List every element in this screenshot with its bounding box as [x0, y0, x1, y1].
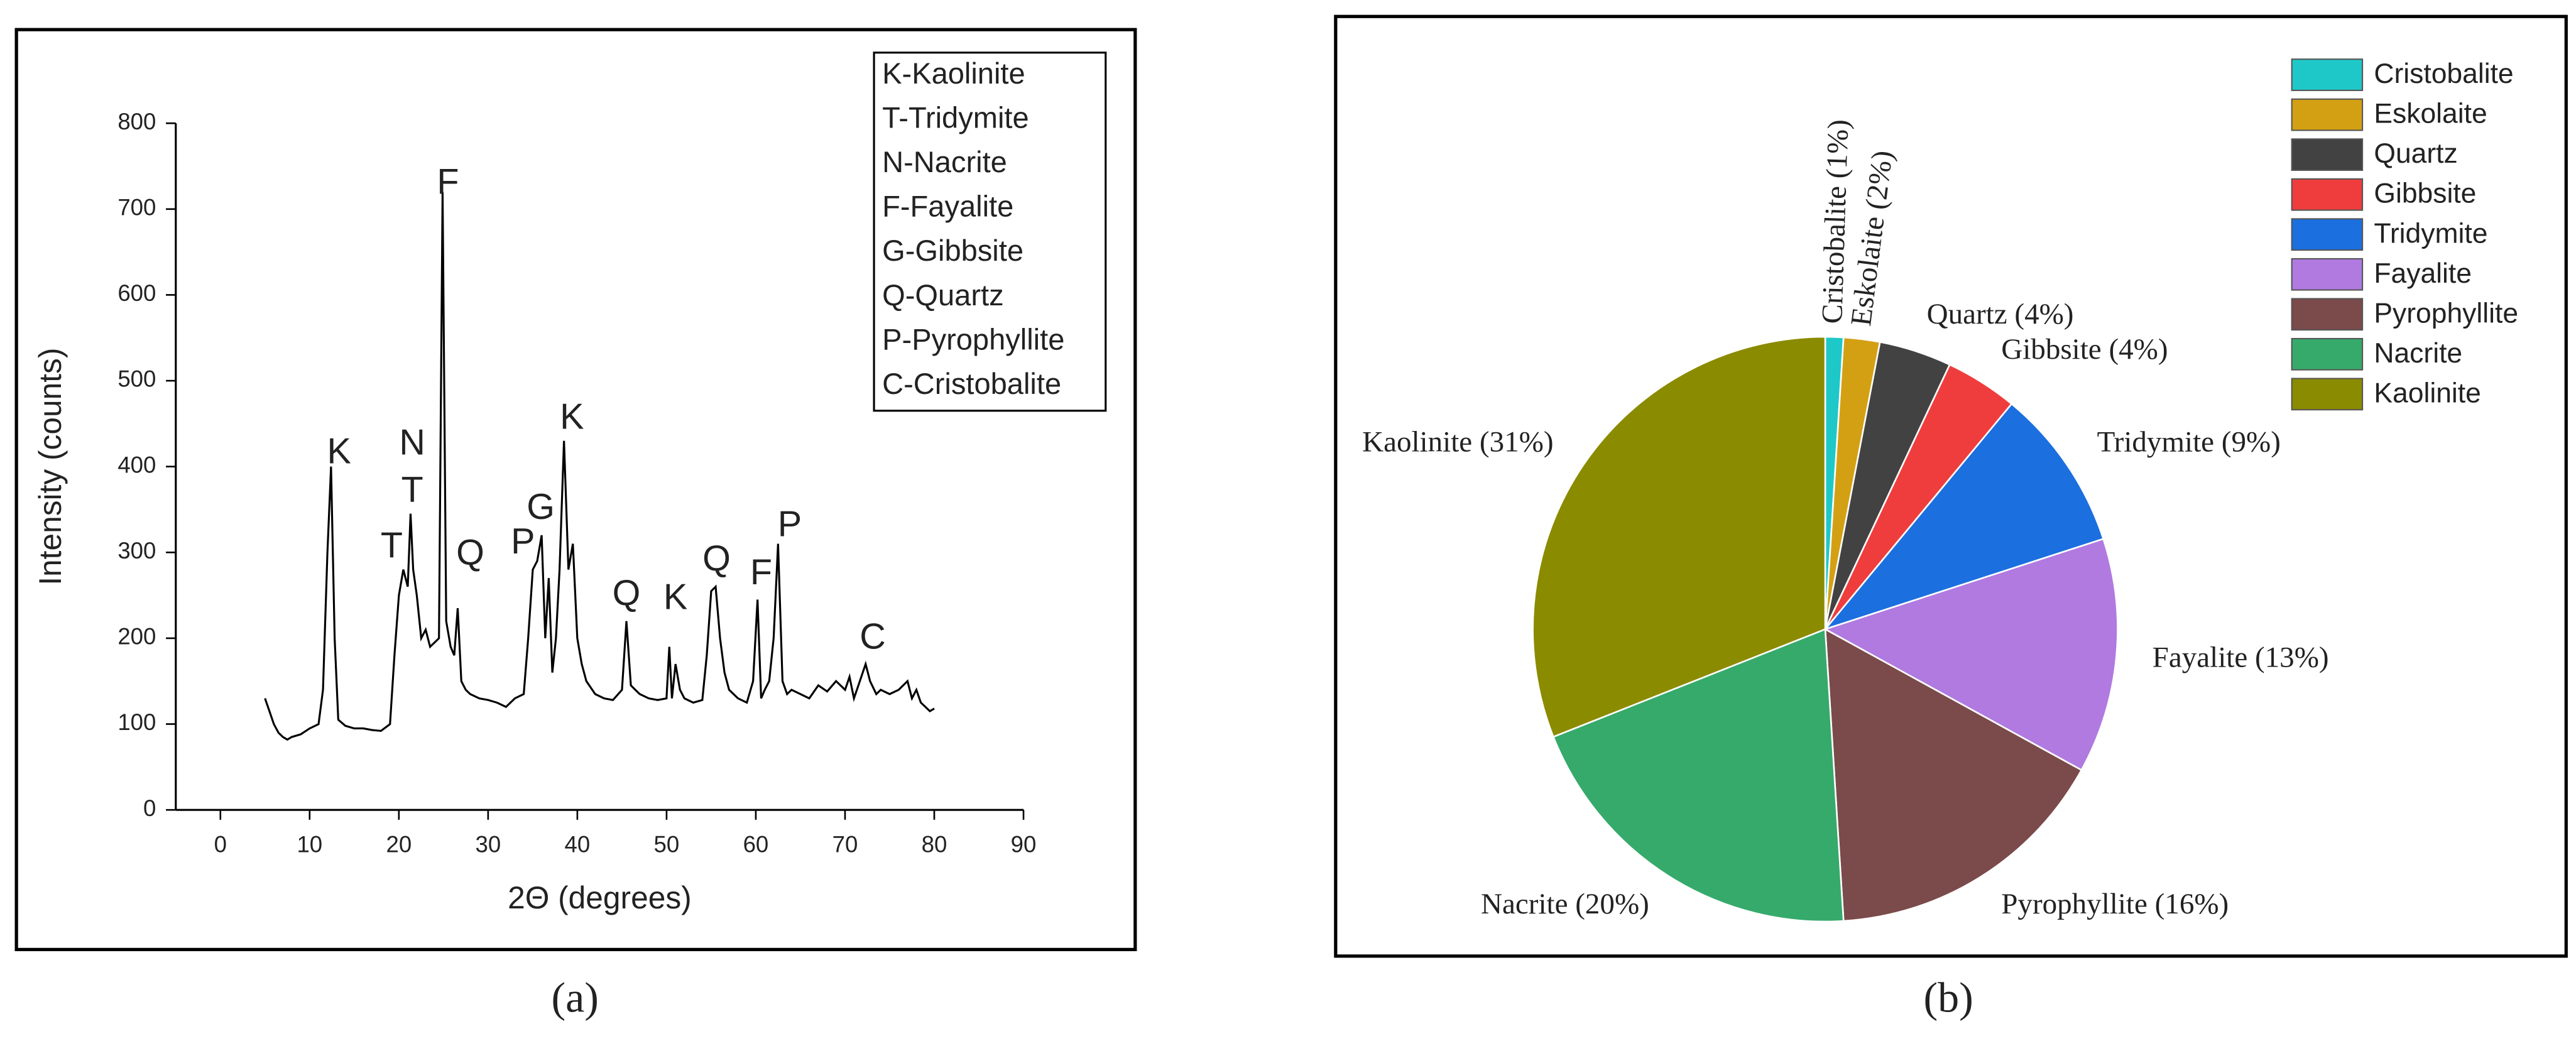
legend-swatch	[2291, 58, 2364, 91]
x-tick-label: 80	[922, 831, 947, 857]
y-tick-label: 0	[143, 795, 156, 821]
pie-slice	[1552, 628, 1845, 923]
peak-label: Q	[702, 538, 731, 579]
peak-label: T	[381, 526, 403, 566]
legend-text: F-Fayalite	[882, 190, 1013, 223]
legend-text: Fayalite	[2374, 258, 2472, 289]
pie-slice	[1824, 628, 2083, 922]
legend-swatch	[2291, 298, 2364, 331]
x-axis-label: 2Θ (degrees)	[508, 880, 692, 915]
peak-label: F	[750, 552, 772, 592]
pie-slice	[1823, 538, 2119, 771]
legend-text: Cristobalite	[2374, 58, 2513, 89]
legend-text: Kaolinite	[2374, 378, 2480, 408]
caption: (a)	[551, 974, 598, 1021]
legend-text: Pyrophyllite	[2374, 298, 2518, 329]
peak-label: K	[663, 577, 687, 618]
peak-label: T	[401, 470, 423, 510]
legend-text: C-Cristobalite	[882, 367, 1061, 400]
slice-label: Pyrophyllite (16%)	[2001, 888, 2229, 920]
x-tick-label: 0	[214, 831, 227, 857]
legend-swatch	[2291, 337, 2364, 371]
legend-box	[873, 52, 1107, 412]
slice-label: Gibbsite (4%)	[2001, 333, 2168, 366]
x-tick-label: 10	[297, 831, 322, 857]
y-tick-label: 100	[117, 709, 156, 735]
peak-label: Q	[456, 533, 484, 573]
peak-label: P	[511, 521, 535, 562]
peak-label: Q	[613, 573, 641, 613]
y-tick-label: 700	[117, 194, 156, 220]
slice-label: Quartz (4%)	[1927, 298, 2074, 330]
y-tick-label: 400	[117, 452, 156, 477]
legend-text: N-Nacrite	[882, 145, 1007, 178]
pie-slice	[1823, 403, 2105, 631]
slice-label: Nacrite (20%)	[1481, 888, 1649, 920]
legend-swatch	[2291, 98, 2364, 131]
x-tick-label: 40	[565, 831, 591, 857]
peak-label: C	[860, 616, 886, 656]
legend-swatch	[2291, 258, 2364, 291]
x-tick-label: 20	[386, 831, 412, 857]
legend-text: P-Pyrophyllite	[882, 322, 1064, 356]
legend-text: Q-Quartz	[882, 278, 1003, 312]
legend-text: Eskolaite	[2374, 99, 2487, 129]
x-tick-label: 70	[832, 831, 858, 857]
xrd-line	[264, 192, 935, 741]
pie-slice	[1532, 335, 1826, 738]
legend-swatch	[2291, 138, 2364, 172]
frame-b	[1334, 14, 2568, 958]
peak-label: K	[327, 431, 351, 471]
slice-label: Kaolinite (31%)	[1362, 425, 1553, 458]
y-tick-label: 300	[117, 538, 156, 564]
y-axis-label: Intensity (counts)	[33, 348, 68, 586]
legend-text: Quartz	[2374, 138, 2457, 169]
legend-text: Tridymite	[2374, 218, 2487, 249]
legend-swatch	[2291, 378, 2364, 411]
x-tick-label: 90	[1011, 831, 1037, 857]
legend-text: Nacrite	[2374, 338, 2462, 369]
legend-text: T-Tridymite	[882, 101, 1029, 134]
legend-text: K-Kaolinite	[882, 57, 1025, 90]
y-tick-label: 600	[117, 280, 156, 306]
slice-label: Cristobalite (1%)	[1816, 119, 1855, 324]
peak-label: G	[527, 487, 555, 527]
legend-text: G-Gibbsite	[882, 234, 1023, 267]
x-tick-label: 30	[476, 831, 501, 857]
slice-label: Fayalite (13%)	[2153, 641, 2329, 674]
legend-text: Gibbsite	[2374, 178, 2476, 209]
frame-a	[14, 28, 1137, 952]
y-tick-label: 800	[117, 109, 156, 134]
caption: (b)	[1924, 974, 1973, 1021]
legend-swatch	[2291, 218, 2364, 251]
x-tick-label: 60	[743, 831, 769, 857]
peak-label: F	[437, 161, 459, 202]
slice-label: Tridymite (9%)	[2097, 425, 2281, 458]
y-tick-label: 500	[117, 366, 156, 392]
peak-label: N	[399, 423, 425, 463]
x-tick-label: 50	[654, 831, 680, 857]
y-tick-label: 200	[117, 624, 156, 650]
legend-swatch	[2291, 178, 2364, 211]
peak-label: K	[560, 397, 584, 437]
peak-label: P	[778, 504, 802, 545]
